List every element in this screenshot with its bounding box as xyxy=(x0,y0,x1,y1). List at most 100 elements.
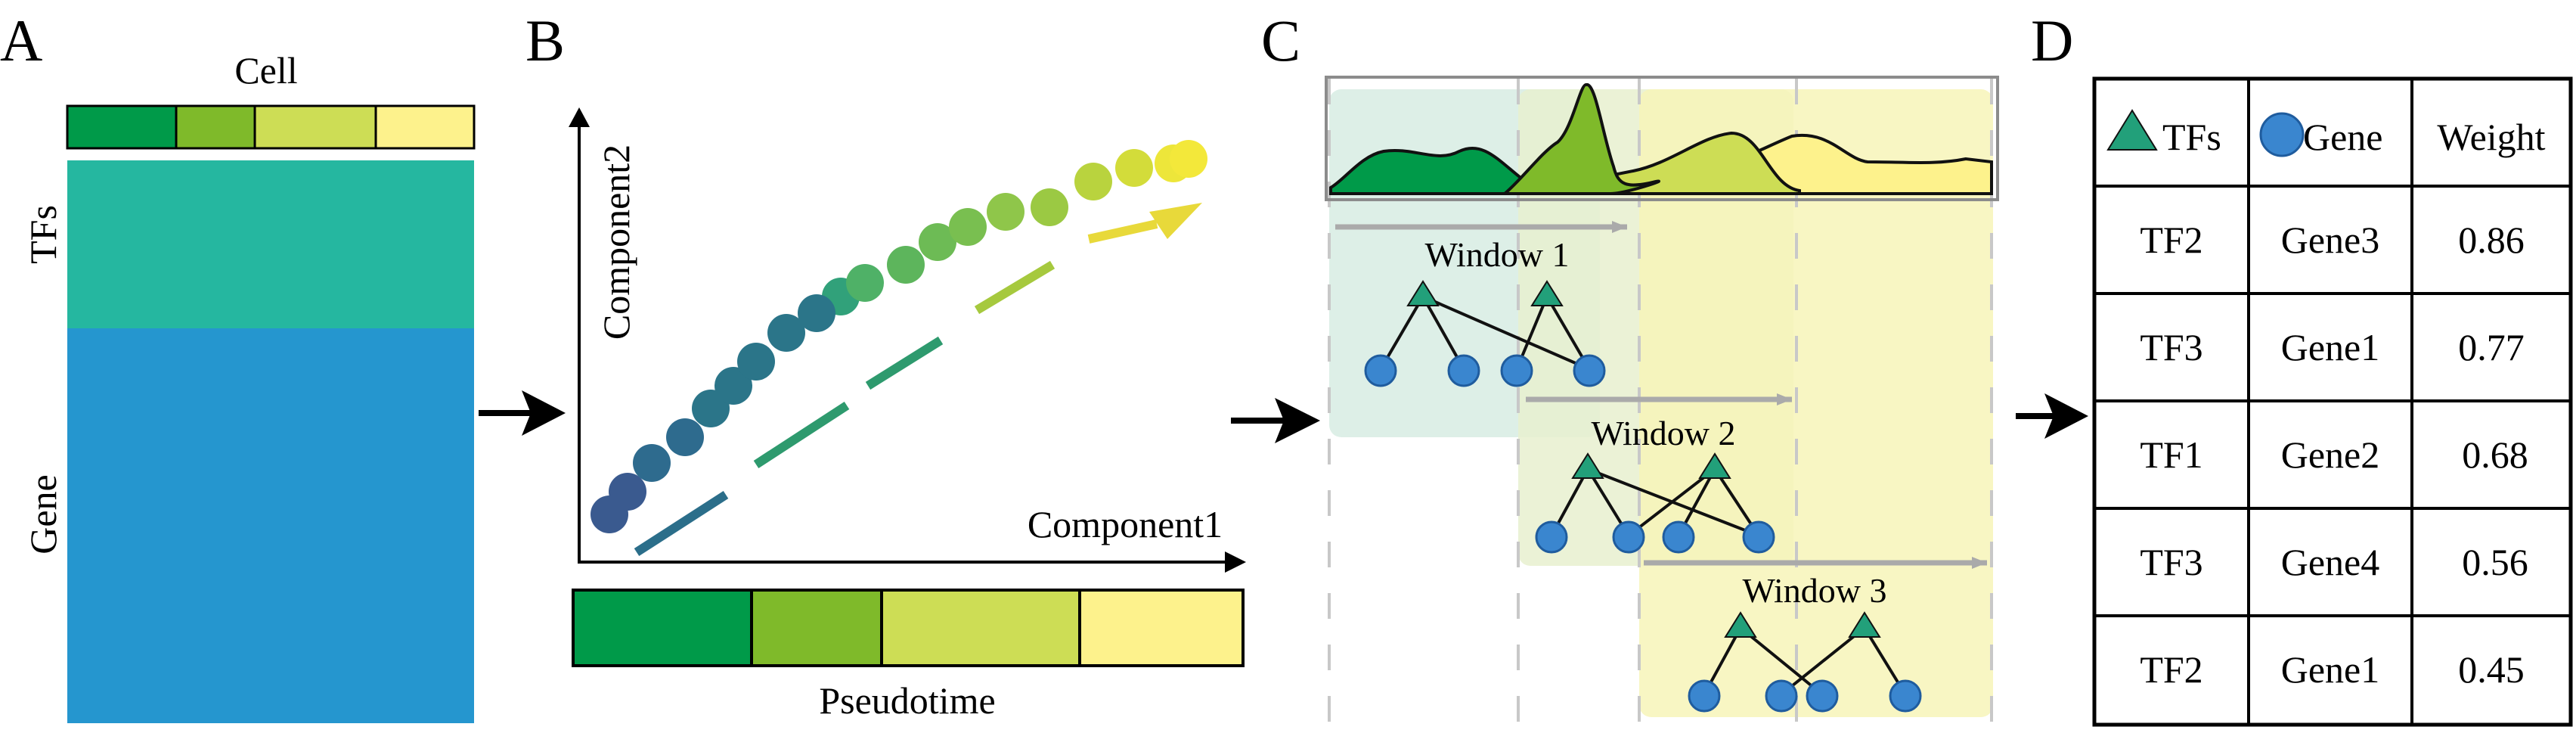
tfs-row-label: TFs xyxy=(22,205,64,264)
panel-b: B Component2 Component1 xyxy=(525,8,1246,722)
gene-node-circle xyxy=(1573,354,1606,387)
arrow-b-to-c xyxy=(1231,398,1320,443)
window-arrows xyxy=(1335,221,1987,569)
trajectory-dot xyxy=(1170,140,1207,178)
gene-node-circle xyxy=(1535,520,1568,554)
cell-weight: 0.45 xyxy=(2458,648,2525,691)
cell-gene: Gene4 xyxy=(2281,541,2380,583)
window-1-label: Window 1 xyxy=(1424,235,1569,274)
trajectory-dot xyxy=(1031,188,1068,226)
cell-segment-2 xyxy=(175,104,256,150)
trajectory-dot xyxy=(633,444,671,482)
tf-node-triangle xyxy=(1571,452,1604,479)
gene-node-circle xyxy=(1889,679,1922,713)
gene-node-circle xyxy=(1806,679,1839,713)
trajectory-dot xyxy=(949,208,987,246)
trajectory-dot xyxy=(987,193,1025,231)
trajectory-dot xyxy=(846,264,884,302)
pseudotime-segment-2 xyxy=(750,589,883,667)
gene-node-circle xyxy=(1364,354,1397,387)
cell-tf: TF3 xyxy=(2140,326,2202,368)
pseudotime-bar xyxy=(572,589,1245,667)
cell-color-bar xyxy=(66,104,476,150)
arrow-a-to-b xyxy=(479,390,566,436)
window-3-label: Window 3 xyxy=(1742,571,1886,610)
gene-legend-icon xyxy=(2259,112,2305,157)
density-curve-2 xyxy=(1500,82,1660,195)
pseudotime-label: Pseudotime xyxy=(819,679,995,722)
density-plot xyxy=(1325,76,1999,201)
panel-d-letter: D xyxy=(2031,8,2073,73)
gene-node-circle xyxy=(1500,354,1533,387)
table-row: TF3 Gene4 0.56 xyxy=(2140,541,2528,583)
weight-table: TFs Gene Weight TF2 Gene3 0.86 TF3 Gene1… xyxy=(2092,76,2573,727)
gene-row-label: Gene xyxy=(22,474,64,554)
cell-weight: 0.56 xyxy=(2462,541,2528,583)
cell-segment-3 xyxy=(253,104,377,150)
cell-gene: Gene1 xyxy=(2281,326,2380,368)
tf-node-triangle xyxy=(1724,611,1757,638)
panel-b-letter: B xyxy=(525,8,565,73)
table-row: TF2 Gene3 0.86 xyxy=(2140,219,2524,261)
cell-tf: TF3 xyxy=(2140,541,2202,583)
pseudotime-segment-4 xyxy=(1078,589,1245,667)
window-1-network: Window 1 xyxy=(1364,235,1606,387)
trajectory-dot xyxy=(919,223,956,261)
gene-node-circle xyxy=(1742,520,1775,554)
pseudotime-segment-3 xyxy=(880,589,1081,667)
tfs-block xyxy=(67,160,474,328)
x-axis-label: Component1 xyxy=(1028,503,1223,545)
trajectory-dot xyxy=(1115,149,1153,187)
trajectory-dot xyxy=(798,294,835,332)
window-2-label: Window 2 xyxy=(1591,414,1735,452)
arrow-c-to-d xyxy=(2016,393,2088,439)
header-weight: Weight xyxy=(2437,116,2545,158)
cell-gene: Gene2 xyxy=(2281,433,2380,476)
gene-node-circle xyxy=(1688,679,1721,713)
gene-block xyxy=(67,328,474,723)
cell-tf: TF2 xyxy=(2140,219,2202,261)
panel-a-letter: A xyxy=(0,8,42,73)
table-row: TF2 Gene1 0.45 xyxy=(2140,648,2524,691)
gene-node-circle xyxy=(1612,520,1645,554)
tf-node-triangle xyxy=(1698,452,1731,479)
cell-weight: 0.68 xyxy=(2462,433,2528,476)
tf-node-triangle xyxy=(1848,611,1881,638)
trajectory-dot xyxy=(1074,163,1112,200)
pseudotime-segment-1 xyxy=(572,589,753,667)
header-gene: Gene xyxy=(2303,116,2383,158)
trajectory-dot xyxy=(737,343,775,381)
gene-node-circle xyxy=(1447,354,1480,387)
trajectory-dot xyxy=(715,367,752,405)
trajectory-dot xyxy=(609,473,646,511)
table-header: TFs Gene Weight xyxy=(2106,109,2546,158)
table-row: TF1 Gene2 0.68 xyxy=(2140,433,2528,476)
trajectory-dots xyxy=(591,140,1207,533)
cell-tf: TF1 xyxy=(2140,433,2202,476)
cell-weight: 0.77 xyxy=(2458,326,2525,368)
cell-tf: TF2 xyxy=(2140,648,2202,691)
panel-a: A Cell TFs Gene xyxy=(0,8,476,723)
cell-gene: Gene3 xyxy=(2281,219,2380,261)
axes xyxy=(569,107,1246,573)
header-tfs: TFs xyxy=(2162,116,2221,158)
trajectory-dot xyxy=(767,314,805,352)
window-2-network: Window 2 xyxy=(1535,414,1775,554)
pseudotime-direction-arrow xyxy=(634,203,1202,557)
y-axis-label: Component2 xyxy=(595,144,637,340)
trajectory-dot xyxy=(887,246,925,284)
panel-c: C Window 1 xyxy=(1261,8,1999,722)
cell-segment-1 xyxy=(66,104,178,150)
cell-label: Cell xyxy=(234,49,297,92)
cell-segment-4 xyxy=(374,104,476,150)
tf-node-triangle xyxy=(1406,280,1440,306)
cell-gene: Gene1 xyxy=(2281,648,2380,691)
cell-weight: 0.86 xyxy=(2458,219,2525,261)
panel-d: D TFs Gene Weight TF2 xyxy=(2031,8,2573,727)
tf-legend-icon xyxy=(2106,109,2158,151)
gene-node-circle xyxy=(1662,520,1695,554)
table-row: TF3 Gene1 0.77 xyxy=(2140,326,2524,368)
gene-node-circle xyxy=(1765,679,1798,713)
tf-node-triangle xyxy=(1530,280,1564,306)
